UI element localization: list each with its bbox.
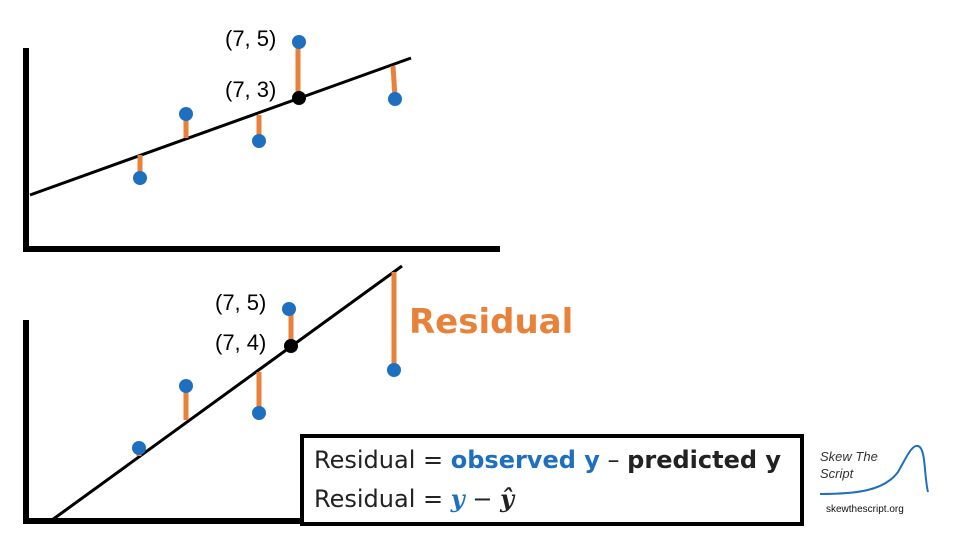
bottom-data-point: [252, 406, 266, 420]
bottom-regression-line: [51, 264, 403, 522]
bottom-data-point: [387, 363, 401, 377]
bottom-data-point: [179, 379, 193, 393]
formula-minus: −: [464, 485, 501, 513]
formula-predicted: predicted y: [627, 446, 782, 474]
top-data-point: [388, 92, 402, 106]
bottom-observed-point: [282, 302, 296, 316]
top-residual-5: [390, 65, 398, 98]
top-regression-line: [29, 56, 412, 197]
formula-minus: –: [599, 446, 628, 474]
skew-the-script-logo: Skew The Script skewthescript.org: [806, 436, 954, 536]
top-observed-point: [292, 35, 306, 49]
top-predicted-point: [292, 91, 306, 105]
formula-prefix: Residual =: [314, 485, 451, 513]
formula-box: Residual = observed y – predicted y Resi…: [300, 434, 804, 526]
top-data-point: [252, 134, 266, 148]
formula-y: y: [450, 484, 465, 513]
top-data-point: [133, 171, 147, 185]
bottom-predicted-label: (7, 4): [215, 330, 266, 355]
logo-url: skewthescript.org: [826, 504, 904, 515]
formula-line-symbols: Residual = y − ŷ: [314, 484, 514, 513]
top-predicted-label: (7, 3): [225, 77, 276, 102]
skew-curve-icon: [819, 444, 929, 495]
formula-line-words: Residual = observed y – predicted y: [314, 446, 781, 474]
residual-label: Residual: [409, 302, 573, 342]
top-data-point: [179, 107, 193, 121]
bottom-panel: (7, 5) (7, 4) Residual: [23, 264, 575, 524]
logo-name: Skew The Script: [820, 449, 878, 481]
bottom-observed-label: (7, 5): [215, 290, 266, 315]
formula-observed: observed y: [450, 446, 600, 474]
formula-yhat: ŷ: [500, 484, 515, 513]
bottom-predicted-point: [284, 339, 298, 353]
bottom-data-point: [132, 441, 146, 455]
top-panel: (7, 5) (7, 3): [23, 26, 500, 252]
formula-prefix: Residual =: [314, 446, 451, 474]
top-observed-label: (7, 5): [225, 26, 276, 51]
